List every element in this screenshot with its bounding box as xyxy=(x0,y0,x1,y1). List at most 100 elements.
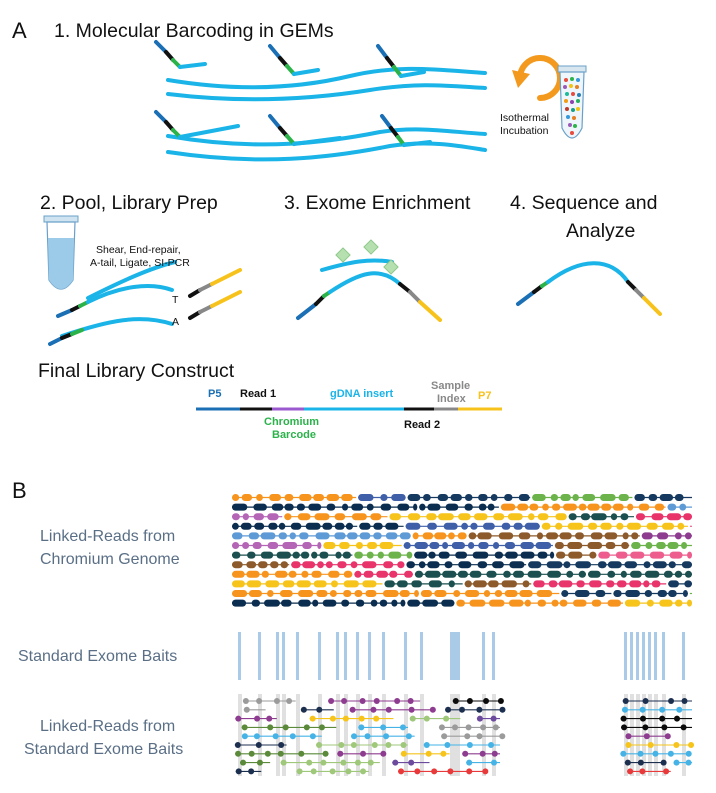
genome-read-segment xyxy=(366,551,374,559)
genome-read-segment xyxy=(442,570,457,578)
bait-bar xyxy=(624,632,627,680)
bait-bar xyxy=(654,632,657,680)
exome-read-segment xyxy=(409,715,416,722)
genome-read-segment xyxy=(451,542,466,549)
genome-read-segment xyxy=(296,503,305,511)
exome-read-segment xyxy=(673,759,680,766)
genome-read-segment xyxy=(668,590,677,597)
genome-read-segment xyxy=(424,570,441,578)
genome-read-segment xyxy=(261,570,269,578)
genome-read-segment xyxy=(328,570,340,578)
exome-coverage-column xyxy=(336,694,340,776)
genome-read-segment xyxy=(278,532,288,540)
exome-read-segment xyxy=(466,698,473,704)
exome-read-segment xyxy=(399,724,406,731)
genome-read-segment xyxy=(477,532,492,540)
exome-read-segment xyxy=(452,724,459,731)
genome-read-segment xyxy=(652,561,667,569)
read1-label: Read 1 xyxy=(240,388,277,400)
exome-read-segment xyxy=(660,759,667,766)
genome-read-segment xyxy=(232,561,243,569)
genome-read-segment xyxy=(550,494,559,501)
exome-read-segment xyxy=(465,724,472,731)
genome-read-segment xyxy=(601,503,612,511)
bait-bar xyxy=(276,632,279,680)
exome-read-segment xyxy=(674,715,681,722)
genome-read-segment xyxy=(627,503,634,511)
genome-read-segment xyxy=(298,590,314,597)
genome-read-segment xyxy=(625,590,641,597)
genome-read-segment xyxy=(616,522,624,530)
genome-read-segment xyxy=(379,542,394,549)
genome-read-segment xyxy=(518,494,530,501)
genome-read-segment xyxy=(654,503,665,511)
exome-read-segment xyxy=(349,706,356,713)
genome-read-segment xyxy=(618,494,629,501)
exome-read-segment xyxy=(345,768,352,775)
exome-read-segment xyxy=(492,724,499,731)
genome-read-segment xyxy=(648,494,658,501)
genome-read-segment xyxy=(362,580,377,588)
genome-read-segment xyxy=(559,532,572,540)
genome-read-segment xyxy=(308,503,322,511)
genome-read-segment xyxy=(494,590,503,597)
genome-read-segment xyxy=(674,494,684,501)
exome-read-segment xyxy=(300,706,307,713)
genome-read-segment xyxy=(464,590,480,597)
bait-bar xyxy=(344,632,347,680)
genome-read-segment xyxy=(334,513,346,521)
genome-read-segment xyxy=(232,590,248,597)
exome-read-segment xyxy=(499,733,506,740)
sequence-fragment xyxy=(516,261,662,316)
bait-bar xyxy=(420,632,423,680)
genome-read-segment xyxy=(501,580,517,588)
exome-read-segment xyxy=(447,768,454,775)
genome-read-segment xyxy=(527,570,542,578)
genome-read-segment xyxy=(512,570,525,578)
genome-read-segment xyxy=(253,503,267,511)
genome-read-segment xyxy=(281,599,292,607)
genome-read-segment xyxy=(612,503,624,511)
exome-coverage-column xyxy=(296,694,300,776)
genome-read-segment xyxy=(573,599,587,607)
genome-read-segment xyxy=(396,580,408,588)
genome-read-segment xyxy=(535,542,552,549)
exome-read-segment xyxy=(444,742,451,748)
exome-read-segment xyxy=(667,750,674,757)
bait-bar xyxy=(258,632,261,680)
genome-read-segment xyxy=(315,532,330,540)
genome-read-segment xyxy=(429,542,440,549)
genome-read-segment xyxy=(478,542,489,549)
genome-read-segment xyxy=(518,532,531,540)
genome-read-segment xyxy=(319,551,329,559)
dna-strand-3 xyxy=(166,127,487,147)
exome-read-segment xyxy=(380,750,387,757)
exome-read-segment xyxy=(668,698,675,704)
genome-read-segment xyxy=(292,551,300,559)
genome-read-segment xyxy=(470,522,478,530)
exome-read-segment xyxy=(661,724,668,731)
genome-read-segment xyxy=(461,522,469,530)
genome-read-segment xyxy=(536,532,544,540)
exome-read-segment xyxy=(235,715,242,722)
genome-read-segment xyxy=(246,570,260,578)
genome-read-segment xyxy=(624,599,641,607)
genome-read-segment xyxy=(666,513,682,521)
genome-read-segment xyxy=(247,551,256,559)
genome-read-segment xyxy=(687,551,692,559)
genome-read-segment xyxy=(458,561,472,569)
genome-read-segment xyxy=(418,561,426,569)
enrichment-fragment xyxy=(296,258,442,322)
exome-read-segment xyxy=(639,706,646,713)
sample-index-label-1: Sample xyxy=(431,380,471,392)
genome-read-segment xyxy=(576,580,585,588)
genome-read-segment xyxy=(325,561,333,569)
step2-ops-line2: A-tail, Ligate, SI-PCR xyxy=(90,257,190,269)
bait-bar xyxy=(356,632,359,680)
exome-read-segment xyxy=(241,724,248,731)
genome-read-segment xyxy=(450,494,462,501)
genome-read-segment xyxy=(301,570,309,578)
genome-read-segment xyxy=(370,513,382,521)
base-a-label: A xyxy=(172,316,180,328)
genome-linked-reads xyxy=(232,494,692,607)
